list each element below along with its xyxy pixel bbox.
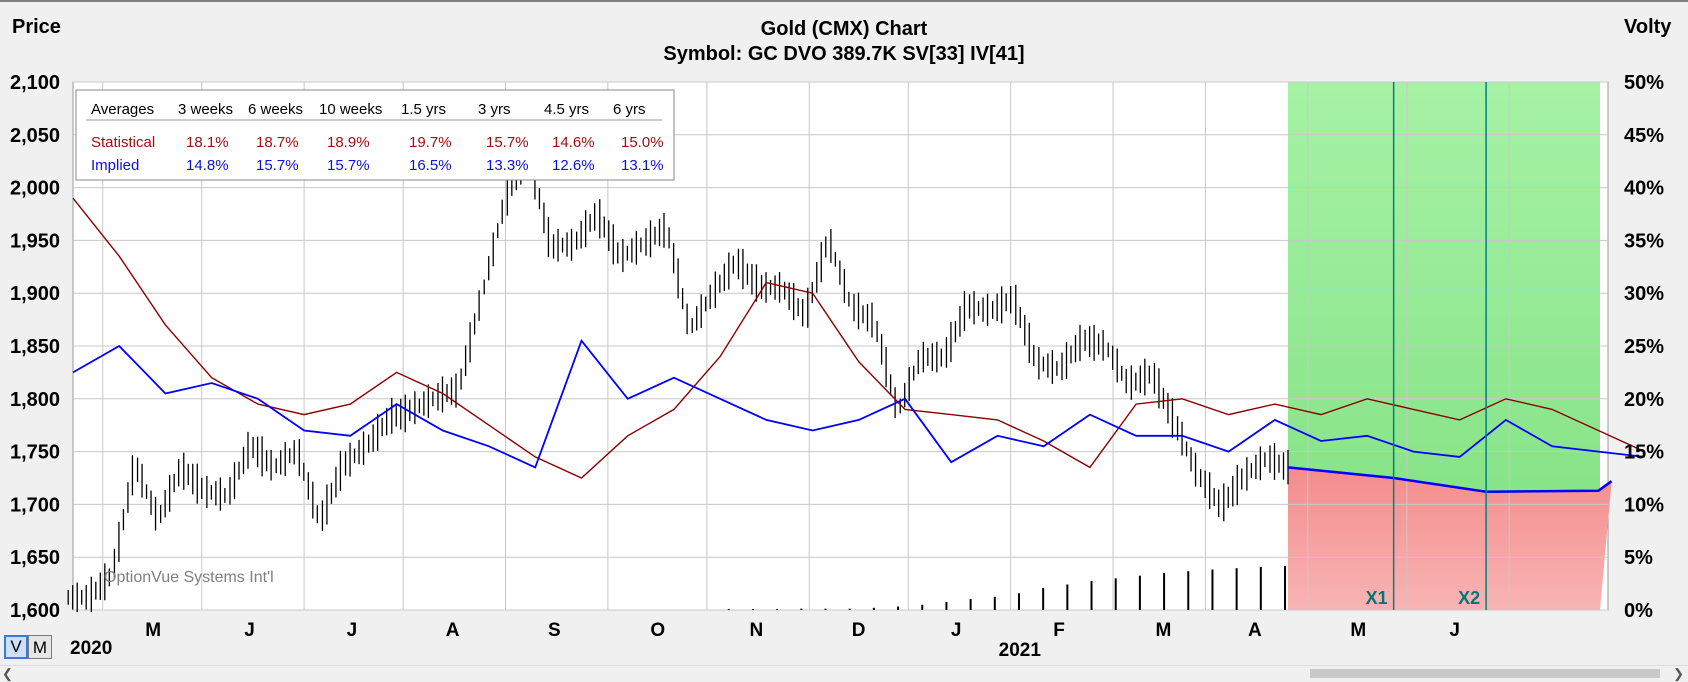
volty-tick-label: 40% bbox=[1624, 178, 1664, 200]
averages-value-cell: 18.9% bbox=[327, 134, 370, 151]
view-mode-toggle: V M bbox=[4, 635, 52, 659]
averages-value-cell: 15.7% bbox=[256, 157, 299, 174]
price-tick-label: 1,900 bbox=[10, 283, 60, 305]
month-label: J bbox=[347, 620, 358, 641]
averages-value-cell: 15.7% bbox=[327, 157, 370, 174]
averages-value-cell: 15.0% bbox=[621, 134, 664, 151]
averages-value-cell: 13.3% bbox=[486, 157, 529, 174]
month-label: O bbox=[650, 620, 665, 641]
price-axis-title: Price bbox=[12, 16, 61, 38]
month-label: S bbox=[548, 620, 561, 641]
volty-tick-label: 25% bbox=[1624, 336, 1664, 358]
averages-header-cell: 1.5 yrs bbox=[401, 101, 446, 118]
scroll-left-icon[interactable]: ❮ bbox=[2, 666, 13, 681]
volty-tick-label: 5% bbox=[1624, 547, 1653, 569]
price-tick-label: 1,850 bbox=[10, 336, 60, 358]
month-label: A bbox=[1248, 620, 1262, 641]
price-tick-label: 1,650 bbox=[10, 547, 60, 569]
scrollbar-thumb[interactable] bbox=[1310, 669, 1660, 678]
averages-header-cell: 6 yrs bbox=[613, 101, 646, 118]
averages-value-cell: 14.8% bbox=[186, 157, 229, 174]
price-tick-label: 1,800 bbox=[10, 389, 60, 411]
month-label: D bbox=[852, 620, 866, 641]
volatility-axis-title: Volty bbox=[1624, 16, 1672, 38]
statistical-vol-line bbox=[72, 197, 1645, 479]
volty-tick-label: 0% bbox=[1624, 600, 1653, 622]
averages-row-label: Statistical bbox=[91, 134, 155, 151]
price-tick-label: 2,050 bbox=[10, 125, 60, 147]
mode-button-v[interactable]: V bbox=[4, 635, 28, 659]
averages-table bbox=[75, 89, 675, 181]
price-tick-label: 1,750 bbox=[10, 442, 60, 464]
month-label: M bbox=[145, 620, 161, 641]
month-label: F bbox=[1053, 620, 1065, 641]
month-label: A bbox=[446, 620, 460, 641]
volty-tick-label: 35% bbox=[1624, 230, 1664, 252]
averages-value-cell: 15.7% bbox=[486, 134, 529, 151]
averages-header-cell: 6 weeks bbox=[248, 101, 303, 118]
volty-tick-label: 20% bbox=[1624, 389, 1664, 411]
price-tick-label: 1,600 bbox=[10, 600, 60, 622]
volty-tick-label: 45% bbox=[1624, 125, 1664, 147]
averages-value-cell: 16.5% bbox=[409, 157, 452, 174]
month-label: M bbox=[1156, 620, 1172, 641]
month-label: J bbox=[244, 620, 255, 641]
averages-header-cell: 3 yrs bbox=[478, 101, 511, 118]
implied-vol-line bbox=[72, 338, 1645, 469]
averages-value-cell: 18.7% bbox=[256, 134, 299, 151]
price-tick-label: 1,950 bbox=[10, 230, 60, 252]
averages-row-label: Implied bbox=[91, 157, 139, 174]
averages-value-cell: 14.6% bbox=[552, 134, 595, 151]
price-tick-label: 2,000 bbox=[10, 178, 60, 200]
volty-tick-label: 30% bbox=[1624, 283, 1664, 305]
watermark-text: OptionVue Systems Int'l bbox=[104, 569, 274, 586]
averages-value-cell: 12.6% bbox=[552, 157, 595, 174]
month-label: M bbox=[1350, 620, 1366, 641]
year-label-2020: 2020 bbox=[70, 638, 113, 659]
price-tick-label: 1,700 bbox=[10, 494, 60, 516]
mode-button-m[interactable]: M bbox=[28, 635, 52, 659]
chart-subtitle: Symbol: GC DVO 389.7K SV[33] IV[41] bbox=[663, 43, 1025, 65]
expiration-label: X1 bbox=[1366, 588, 1388, 608]
averages-value-cell: 18.1% bbox=[186, 134, 229, 151]
month-label: J bbox=[951, 620, 962, 641]
chart-title: Gold (CMX) Chart bbox=[760, 18, 928, 40]
averages-header-cell: 3 weeks bbox=[178, 101, 233, 118]
averages-header-cell: 4.5 yrs bbox=[544, 101, 589, 118]
volty-tick-label: 15% bbox=[1624, 442, 1664, 464]
price-tick-label: 2,100 bbox=[10, 72, 60, 94]
averages-header-cell: Averages bbox=[91, 101, 154, 118]
year-label-2021: 2021 bbox=[999, 640, 1042, 661]
scroll-right-icon[interactable]: ❯ bbox=[1673, 666, 1684, 681]
horizontal-scrollbar[interactable]: ❮ ❯ bbox=[0, 665, 1688, 682]
averages-value-cell: 13.1% bbox=[621, 157, 664, 174]
month-label: J bbox=[1449, 620, 1460, 641]
averages-value-cell: 19.7% bbox=[409, 134, 452, 151]
volty-tick-label: 10% bbox=[1624, 494, 1664, 516]
month-label: N bbox=[749, 620, 763, 641]
averages-header-cell: 10 weeks bbox=[319, 101, 382, 118]
volty-tick-label: 50% bbox=[1624, 72, 1664, 94]
expiration-label: X2 bbox=[1458, 588, 1480, 608]
forecast-lower-zone bbox=[1288, 467, 1612, 610]
